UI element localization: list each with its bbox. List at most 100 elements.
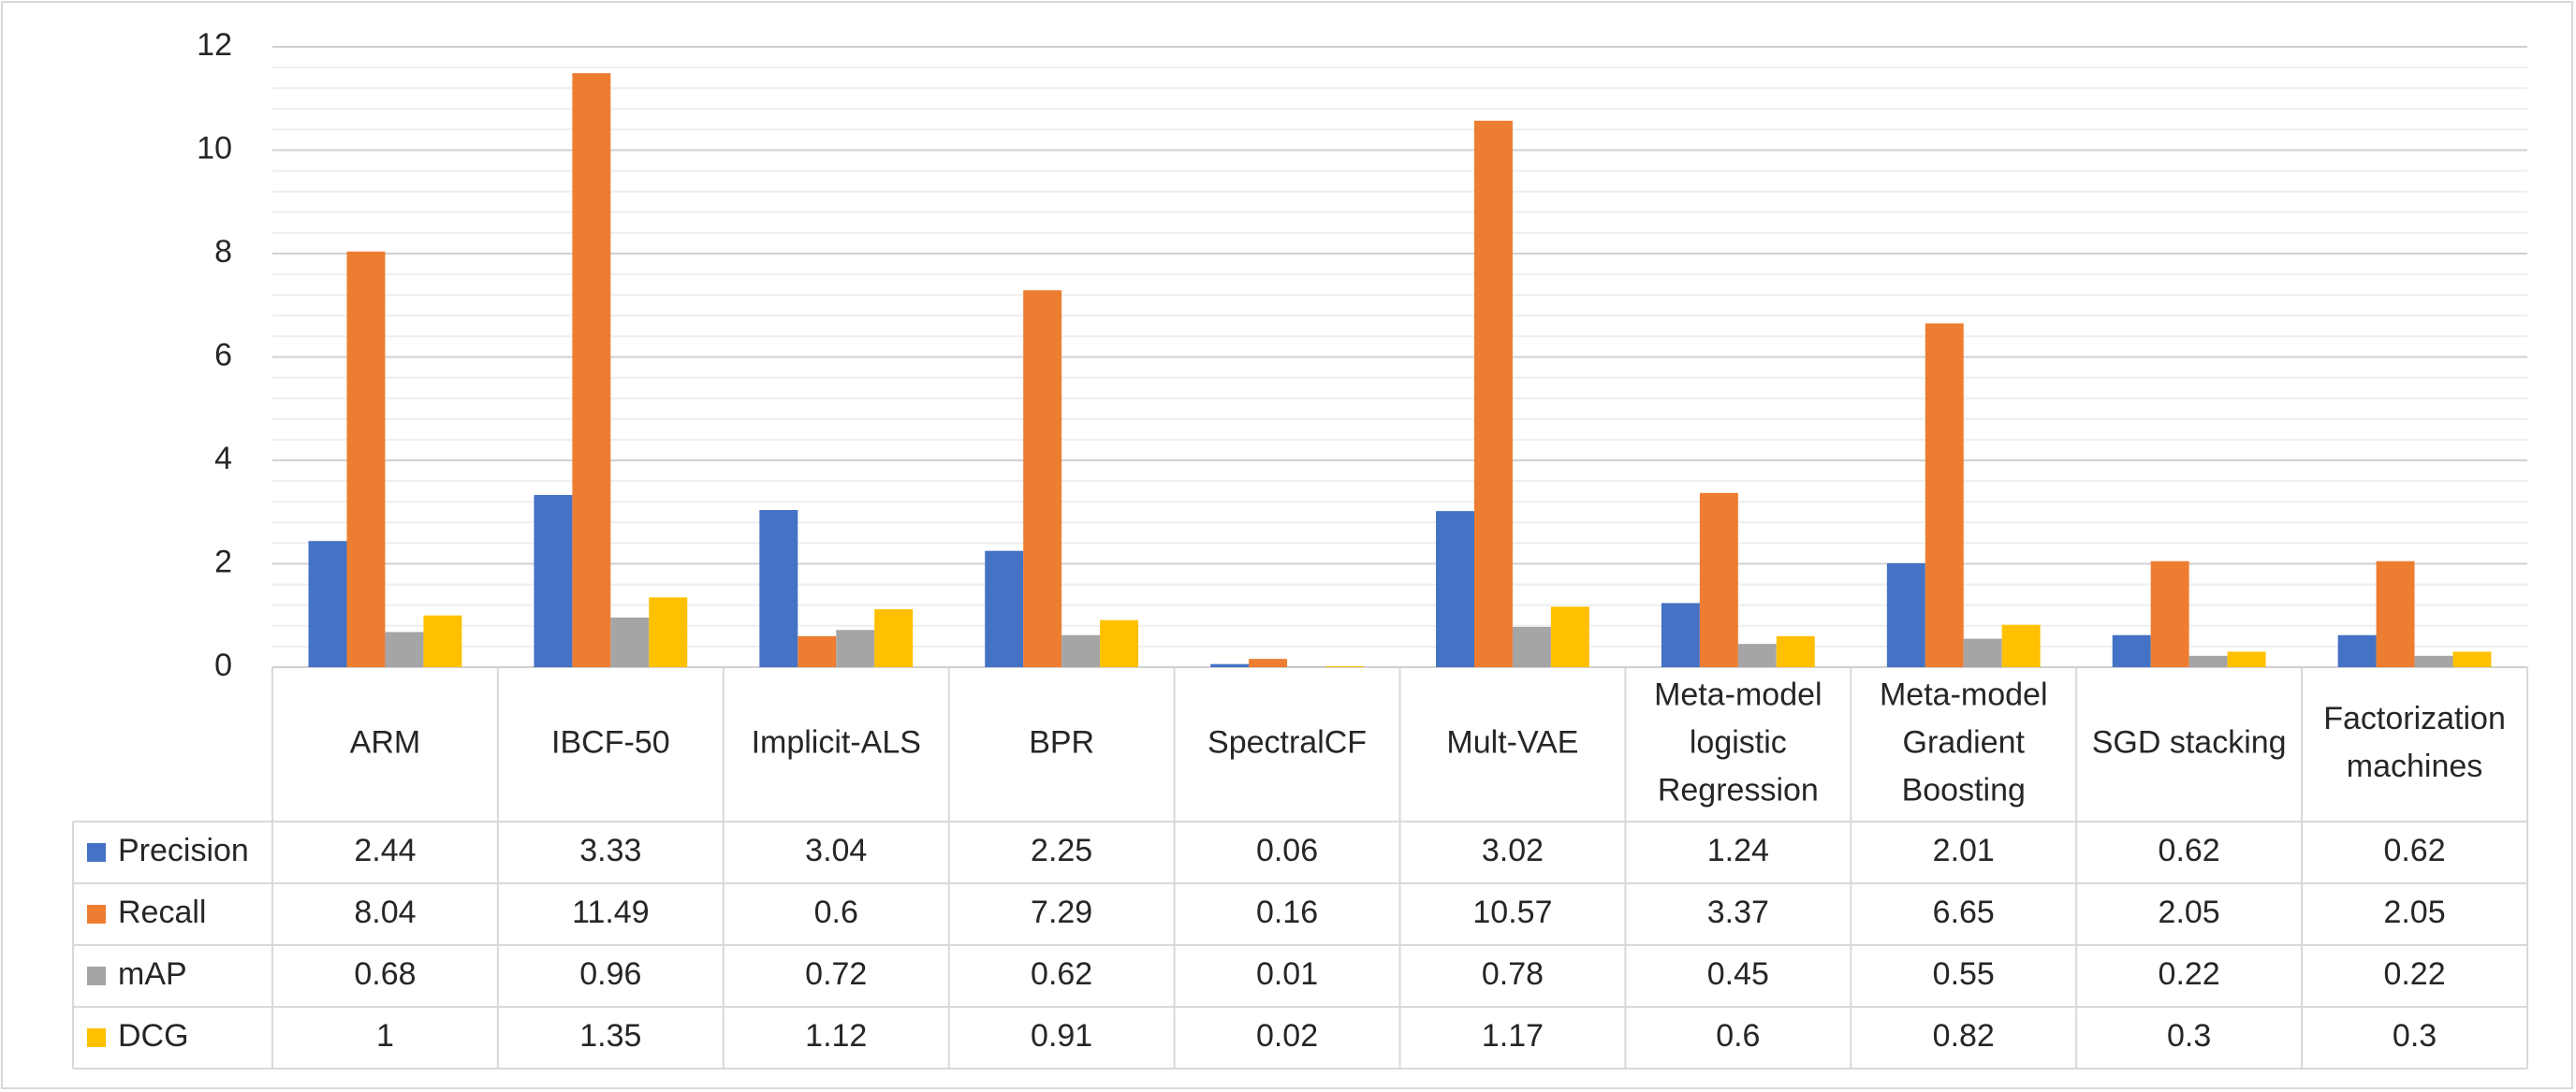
y-tick-label: 12 <box>197 27 232 63</box>
category-label: Implicit-ALS <box>752 724 921 760</box>
data-table-cell: 1.17 <box>1482 1018 1544 1054</box>
data-table-cell: 3.04 <box>805 833 867 868</box>
bar-dcg-6 <box>1776 635 1815 667</box>
bar-dcg-4 <box>1325 665 1364 667</box>
bar-precision-6 <box>1661 603 1700 667</box>
category-label: logistic <box>1690 724 1787 760</box>
bar-precision-7 <box>1886 562 1925 667</box>
data-table-cell: 3.33 <box>579 833 641 868</box>
bar-map-4 <box>1287 666 1326 667</box>
data-table-cell: 1.24 <box>1707 833 1769 868</box>
data-table-cell: 0.01 <box>1256 956 1318 992</box>
data-table-cell: 0.72 <box>805 956 867 992</box>
bar-recall-8 <box>2150 561 2189 667</box>
data-table-cell: 0.96 <box>579 956 641 992</box>
bar-precision-8 <box>2112 634 2151 667</box>
data-table-cell: 2.44 <box>354 833 416 868</box>
category-label: SpectralCF <box>1208 724 1367 760</box>
data-table-cell: 7.29 <box>1031 895 1092 930</box>
data-table-cell: 0.6 <box>814 895 858 930</box>
data-table-cell: 0.55 <box>1933 956 1995 992</box>
y-tick-label: 8 <box>214 234 232 269</box>
legend-label: mAP <box>118 956 187 992</box>
category-label: Regression <box>1658 772 1819 808</box>
data-table-cell: 0.62 <box>2159 833 2220 868</box>
data-table-cell: 0.16 <box>1256 895 1318 930</box>
bar-map-8 <box>2188 655 2228 667</box>
category-label: ARM <box>350 724 421 760</box>
bar-map-6 <box>1737 644 1777 667</box>
data-table-cell: 0.22 <box>2159 956 2220 992</box>
data-table-cell: 8.04 <box>354 895 416 930</box>
legend-swatch-map <box>87 967 106 985</box>
category-label: IBCF-50 <box>551 724 670 760</box>
legend-label: Recall <box>118 895 206 930</box>
data-table-cell: 0.45 <box>1707 956 1769 992</box>
y-tick-label: 0 <box>214 648 232 683</box>
data-table-cell: 11.49 <box>572 895 650 930</box>
bar-recall-1 <box>572 73 611 668</box>
bar-precision-2 <box>759 510 798 667</box>
bar-dcg-3 <box>1100 619 1139 667</box>
data-table-cell: 0.06 <box>1256 833 1318 868</box>
data-table-cell: 1.35 <box>579 1018 641 1054</box>
bar-recall-0 <box>346 251 386 667</box>
data-table-cell: 1.12 <box>805 1018 867 1054</box>
data-table-cell: 10.57 <box>1472 895 1552 930</box>
data-table-cell: 6.65 <box>1933 895 1995 930</box>
category-label: Gradient <box>1903 724 2026 760</box>
data-table-cell: 0.91 <box>1031 1018 1092 1054</box>
category-label: Factorization <box>2323 701 2506 736</box>
bar-map-5 <box>1512 626 1551 667</box>
bar-recall-5 <box>1473 121 1513 667</box>
data-table-cell: 0.78 <box>1482 956 1544 992</box>
data-table-cell: 3.37 <box>1707 895 1769 930</box>
bar-precision-9 <box>2337 634 2377 667</box>
legend-swatch-precision <box>87 843 106 862</box>
category-label: Meta-model <box>1654 677 1822 712</box>
bar-dcg-9 <box>2452 651 2492 667</box>
data-table-cell: 2.25 <box>1031 833 1092 868</box>
y-tick-label: 4 <box>214 441 232 476</box>
bar-map-7 <box>1963 638 2002 667</box>
data-table-cell: 2.05 <box>2383 895 2445 930</box>
bar-precision-5 <box>1436 511 1474 667</box>
data-table-cell: 2.05 <box>2159 895 2220 930</box>
data-table-cell: 0.62 <box>1031 956 1092 992</box>
bar-precision-3 <box>985 550 1024 667</box>
bar-map-1 <box>610 617 650 667</box>
data-table-cell: 0.68 <box>354 956 416 992</box>
bar-recall-4 <box>1249 659 1288 667</box>
bar-map-3 <box>1061 634 1101 667</box>
category-label: machines <box>2347 749 2483 784</box>
bar-dcg-8 <box>2227 651 2266 667</box>
category-label: Boosting <box>1902 772 2026 808</box>
data-table-cell: 0.3 <box>2393 1018 2437 1054</box>
bar-dcg-5 <box>1550 606 1589 667</box>
data-table-cell: 0.82 <box>1933 1018 1995 1054</box>
data-table-cell: 1 <box>376 1018 394 1054</box>
bar-precision-4 <box>1210 663 1250 667</box>
legend-swatch-dcg <box>87 1028 106 1047</box>
category-label: BPR <box>1029 724 1094 760</box>
data-table-cell: 0.62 <box>2383 833 2445 868</box>
bar-recall-3 <box>1023 290 1062 667</box>
legend-swatch-recall <box>87 905 106 924</box>
bar-map-9 <box>2414 655 2453 667</box>
data-table-cell: 0.6 <box>1716 1018 1760 1054</box>
category-label: SGD stacking <box>2092 724 2287 760</box>
bar-recall-6 <box>1699 492 1738 667</box>
y-tick-label: 10 <box>197 130 232 166</box>
category-label: Meta-model <box>1880 677 2048 712</box>
data-table-cell: 2.01 <box>1933 833 1995 868</box>
bar-map-2 <box>836 630 875 667</box>
legend-label: Precision <box>118 833 249 868</box>
category-label: Mult-VAE <box>1446 724 1578 760</box>
data-table-cell: 3.02 <box>1482 833 1544 868</box>
y-tick-label: 6 <box>214 337 232 372</box>
bar-dcg-0 <box>423 615 462 667</box>
bar-map-0 <box>385 632 424 667</box>
bar-recall-7 <box>1925 323 1964 667</box>
